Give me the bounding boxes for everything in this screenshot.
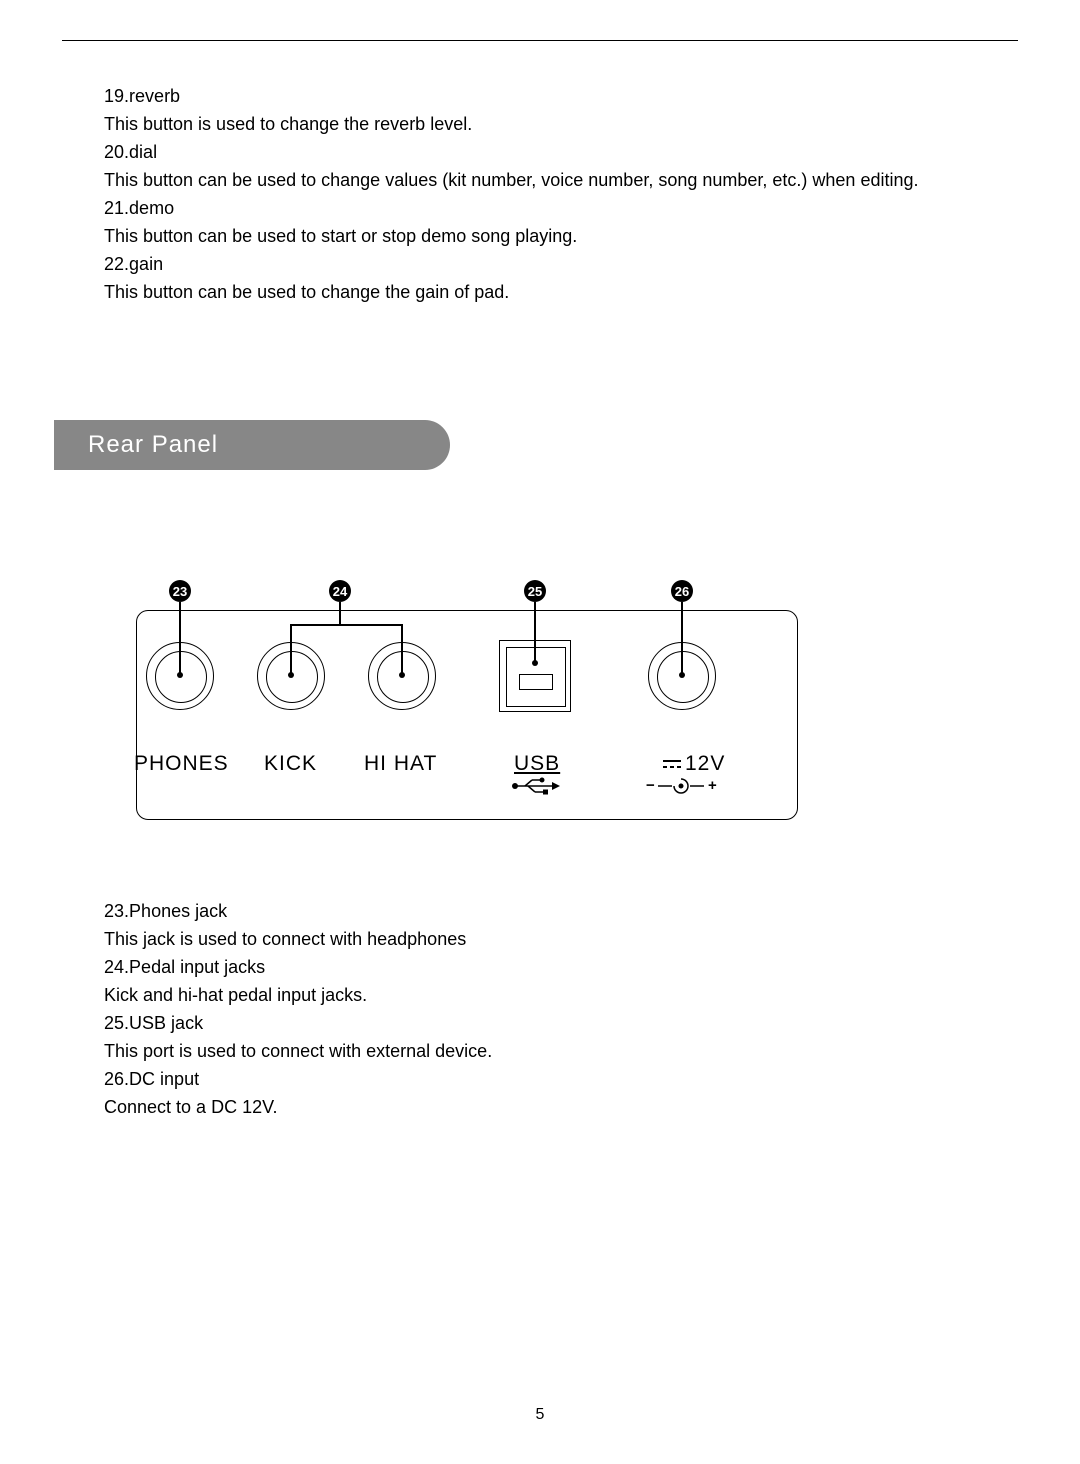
section-header-pill: Rear Panel xyxy=(54,420,450,470)
page-number: 5 xyxy=(0,1406,1080,1424)
kick-label: KICK xyxy=(264,752,317,776)
phones-label: PHONES xyxy=(134,752,229,776)
bottom-description-block: 23.Phones jack This jack is used to conn… xyxy=(104,897,492,1121)
callout-26: 26 xyxy=(671,580,693,602)
svg-text:−: − xyxy=(646,778,655,794)
usb-label: USB xyxy=(514,752,560,776)
item-19-title: 19.reverb xyxy=(104,82,918,110)
item-26-title: 26.DC input xyxy=(104,1065,492,1093)
phones-jack xyxy=(146,642,214,710)
svg-text:+: + xyxy=(708,778,717,794)
section-title: Rear Panel xyxy=(88,431,218,459)
hihat-jack xyxy=(368,642,436,710)
rear-panel-diagram: 23 24 25 26 PHONES KICK HI HAT USB xyxy=(136,580,798,840)
callout-25: 25 xyxy=(524,580,546,602)
top-rule xyxy=(62,40,1018,41)
item-19-desc: This button is used to change the reverb… xyxy=(104,110,918,138)
dc-jack xyxy=(648,642,716,710)
item-24-desc: Kick and hi-hat pedal input jacks. xyxy=(104,981,492,1009)
dc-symbol-icon xyxy=(661,752,683,776)
item-23-desc: This jack is used to connect with headph… xyxy=(104,925,492,953)
usb-port xyxy=(499,640,571,712)
kick-jack xyxy=(257,642,325,710)
item-25-title: 25.USB jack xyxy=(104,1009,492,1037)
top-description-block: 19.reverb This button is used to change … xyxy=(104,82,918,306)
item-25-desc: This port is used to connect with extern… xyxy=(104,1037,492,1065)
item-24-title: 24.Pedal input jacks xyxy=(104,953,492,981)
item-22-title: 22.gain xyxy=(104,250,918,278)
item-21-desc: This button can be used to start or stop… xyxy=(104,222,918,250)
item-22-desc: This button can be used to change the ga… xyxy=(104,278,918,306)
callout-24: 24 xyxy=(329,580,351,602)
dc-polarity-icon: − + xyxy=(646,778,722,794)
item-23-title: 23.Phones jack xyxy=(104,897,492,925)
item-20-desc: This button can be used to change values… xyxy=(104,166,918,194)
item-20-title: 20.dial xyxy=(104,138,918,166)
dc-label: 12V xyxy=(661,752,725,776)
item-21-title: 21.demo xyxy=(104,194,918,222)
callout-line-24-v xyxy=(339,602,341,624)
callout-23: 23 xyxy=(169,580,191,602)
item-26-desc: Connect to a DC 12V. xyxy=(104,1093,492,1121)
callout-line-24-h xyxy=(290,624,402,626)
hihat-label: HI HAT xyxy=(364,752,437,776)
usb-icon xyxy=(510,776,560,796)
